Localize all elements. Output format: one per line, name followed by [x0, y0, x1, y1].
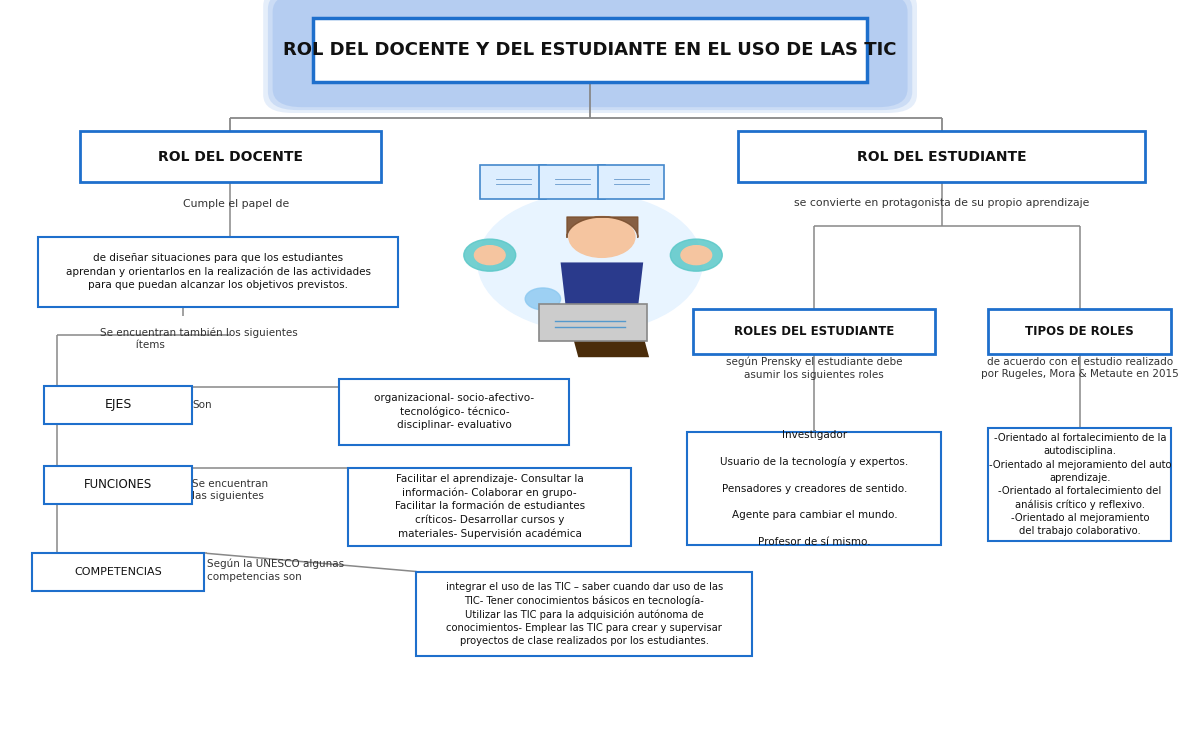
Text: ROL DEL DOCENTE Y DEL ESTUDIANTE EN EL USO DE LAS TIC: ROL DEL DOCENTE Y DEL ESTUDIANTE EN EL U… — [283, 42, 896, 59]
Text: EJES: EJES — [104, 398, 132, 411]
FancyBboxPatch shape — [268, 0, 912, 110]
Polygon shape — [560, 262, 643, 313]
FancyBboxPatch shape — [539, 304, 647, 341]
Text: según Prensky el estudiante debe
asumir los siguientes roles: según Prensky el estudiante debe asumir … — [726, 356, 902, 380]
FancyBboxPatch shape — [313, 18, 868, 82]
Text: integrar el uso de las TIC – saber cuando dar uso de las
TIC- Tener conocimiento: integrar el uso de las TIC – saber cuand… — [445, 582, 722, 646]
Text: Investigador

Usuario de la tecnología y expertos.

Pensadores y creadores de se: Investigador Usuario de la tecnología y … — [720, 430, 908, 547]
FancyBboxPatch shape — [44, 466, 192, 504]
Circle shape — [671, 239, 722, 271]
Polygon shape — [566, 313, 649, 357]
Circle shape — [478, 193, 702, 332]
FancyBboxPatch shape — [348, 468, 631, 545]
FancyBboxPatch shape — [738, 131, 1145, 182]
FancyBboxPatch shape — [32, 553, 204, 591]
FancyBboxPatch shape — [79, 131, 380, 182]
Text: organizacional- socio-afectivo-
tecnológico- técnico-
disciplinar- evaluativo: organizacional- socio-afectivo- tecnológ… — [374, 394, 534, 430]
Circle shape — [569, 217, 635, 257]
Text: ROL DEL ESTUDIANTE: ROL DEL ESTUDIANTE — [857, 149, 1026, 164]
Text: ROL DEL DOCENTE: ROL DEL DOCENTE — [157, 149, 302, 164]
FancyBboxPatch shape — [989, 309, 1171, 354]
FancyBboxPatch shape — [989, 429, 1171, 541]
FancyBboxPatch shape — [480, 165, 546, 199]
FancyBboxPatch shape — [44, 386, 192, 424]
Text: Son: Son — [192, 399, 212, 410]
Text: COMPETENCIAS: COMPETENCIAS — [74, 567, 162, 577]
FancyBboxPatch shape — [263, 0, 917, 113]
Text: -Orientado al fortalecimiento de la
autodisciplina.
-Orientado al mejoramiento d: -Orientado al fortalecimiento de la auto… — [989, 433, 1171, 537]
Text: Cumple el papel de: Cumple el papel de — [182, 199, 289, 209]
FancyBboxPatch shape — [599, 165, 665, 199]
FancyBboxPatch shape — [272, 0, 907, 107]
FancyBboxPatch shape — [688, 432, 941, 545]
Text: Facilitar el aprendizaje- Consultar la
información- Colaborar en grupo-
Facilita: Facilitar el aprendizaje- Consultar la i… — [395, 474, 584, 539]
FancyBboxPatch shape — [38, 238, 398, 306]
Text: Se encuentran también los siguientes
           ítems: Se encuentran también los siguientes íte… — [101, 327, 298, 351]
Text: de acuerdo con el estudio realizado
por Rugeles, Mora & Metaute en 2015: de acuerdo con el estudio realizado por … — [980, 357, 1178, 379]
Text: Se encuentran
las siguientes: Se encuentran las siguientes — [192, 479, 269, 501]
Circle shape — [526, 288, 560, 310]
Text: de diseñar situaciones para que los estudiantes
aprendan y orientarlos en la rea: de diseñar situaciones para que los estu… — [66, 254, 371, 290]
FancyBboxPatch shape — [340, 379, 570, 445]
FancyBboxPatch shape — [694, 309, 935, 354]
Text: Según la UNESCO algunas
competencias son: Según la UNESCO algunas competencias son — [206, 558, 343, 582]
Text: se convierte en protagonista de su propio aprendizaje: se convierte en protagonista de su propi… — [794, 198, 1090, 208]
Circle shape — [474, 246, 505, 265]
FancyBboxPatch shape — [416, 572, 752, 656]
Text: ROLES DEL ESTUDIANTE: ROLES DEL ESTUDIANTE — [734, 325, 894, 338]
Text: FUNCIONES: FUNCIONES — [84, 478, 152, 491]
Text: TIPOS DE ROLES: TIPOS DE ROLES — [1026, 325, 1134, 338]
FancyBboxPatch shape — [539, 165, 606, 199]
Circle shape — [680, 246, 712, 265]
Circle shape — [464, 239, 516, 271]
